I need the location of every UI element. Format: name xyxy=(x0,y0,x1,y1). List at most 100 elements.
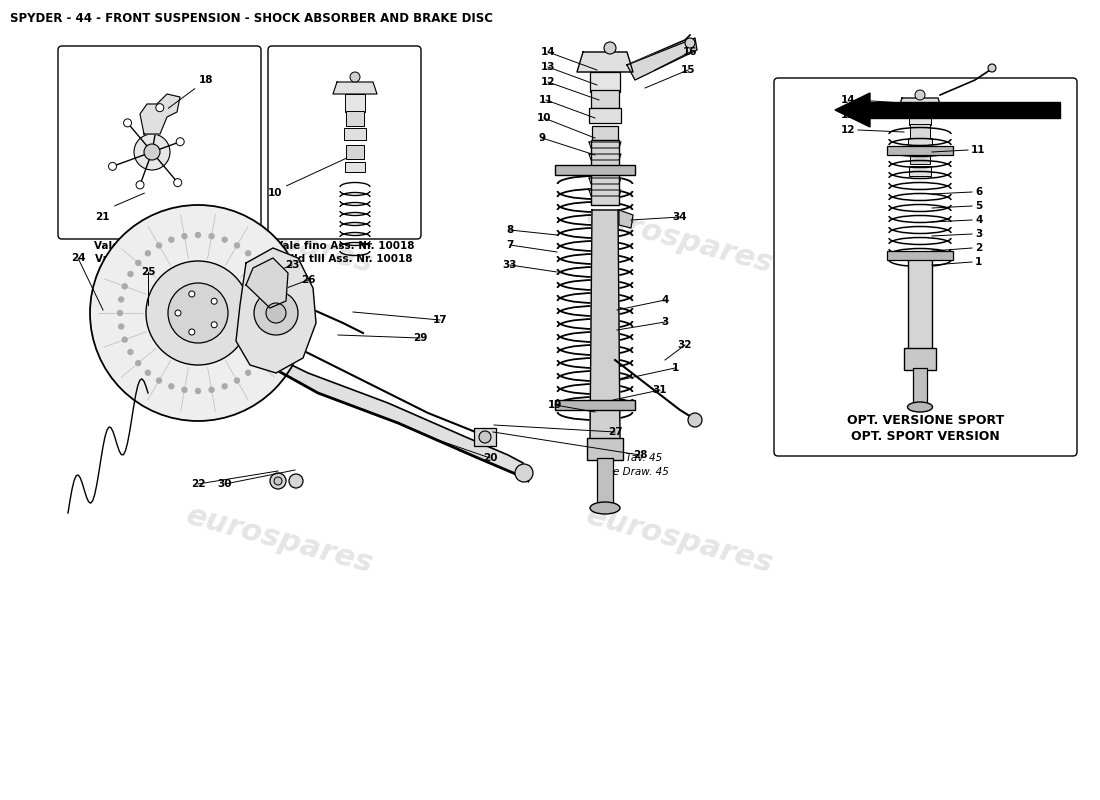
Text: 2: 2 xyxy=(975,243,982,253)
Text: eurospares: eurospares xyxy=(583,201,777,279)
Circle shape xyxy=(134,134,170,170)
Polygon shape xyxy=(588,142,621,148)
Circle shape xyxy=(263,350,268,354)
Circle shape xyxy=(209,387,214,392)
Circle shape xyxy=(274,477,282,485)
Bar xyxy=(910,124,930,138)
Circle shape xyxy=(156,378,162,383)
FancyBboxPatch shape xyxy=(268,46,421,239)
Polygon shape xyxy=(236,248,316,373)
Circle shape xyxy=(122,284,128,289)
Circle shape xyxy=(915,90,925,100)
Circle shape xyxy=(119,297,123,302)
Polygon shape xyxy=(588,154,621,160)
Circle shape xyxy=(988,64,996,72)
Polygon shape xyxy=(246,258,288,308)
Circle shape xyxy=(478,431,491,443)
Text: 9: 9 xyxy=(538,133,546,143)
Bar xyxy=(597,458,613,505)
Circle shape xyxy=(255,260,261,266)
FancyBboxPatch shape xyxy=(774,78,1077,456)
Circle shape xyxy=(123,119,132,127)
Circle shape xyxy=(118,310,122,315)
Circle shape xyxy=(273,324,277,329)
Polygon shape xyxy=(578,52,632,72)
Circle shape xyxy=(90,205,306,421)
Text: 33: 33 xyxy=(503,260,517,270)
Polygon shape xyxy=(333,82,377,94)
Bar xyxy=(904,348,936,370)
Text: 13: 13 xyxy=(541,62,556,72)
Circle shape xyxy=(196,233,200,238)
Text: 18: 18 xyxy=(199,75,213,85)
Bar xyxy=(887,146,953,155)
Circle shape xyxy=(255,361,261,366)
Circle shape xyxy=(209,234,214,238)
Circle shape xyxy=(109,162,117,170)
Text: 14: 14 xyxy=(541,47,556,57)
Text: Valid till Ass. Nr. 6999: Valid till Ass. Nr. 6999 xyxy=(95,254,224,264)
Polygon shape xyxy=(835,93,870,127)
Bar xyxy=(590,72,620,92)
Text: 4: 4 xyxy=(661,295,669,305)
Circle shape xyxy=(135,361,141,366)
Circle shape xyxy=(168,238,174,242)
Bar xyxy=(344,128,366,140)
Text: Vale fino Ass. Nr. 6999: Vale fino Ass. Nr. 6999 xyxy=(94,241,225,251)
Bar xyxy=(591,140,619,205)
Circle shape xyxy=(604,42,616,54)
Circle shape xyxy=(685,38,695,48)
Circle shape xyxy=(515,464,534,482)
Text: 13: 13 xyxy=(840,110,855,120)
Text: 15: 15 xyxy=(681,65,695,75)
Bar xyxy=(346,111,364,126)
Text: 30: 30 xyxy=(218,479,232,489)
Circle shape xyxy=(245,370,251,375)
Ellipse shape xyxy=(908,402,933,412)
Text: 24: 24 xyxy=(70,253,86,263)
Text: 12: 12 xyxy=(840,125,855,135)
Text: 14: 14 xyxy=(840,95,855,105)
Circle shape xyxy=(119,324,123,329)
Circle shape xyxy=(168,283,228,343)
Text: 1: 1 xyxy=(975,257,982,267)
Circle shape xyxy=(254,291,298,335)
Circle shape xyxy=(268,284,274,289)
Text: 3: 3 xyxy=(661,317,669,327)
Text: 16: 16 xyxy=(683,47,697,57)
Text: 23: 23 xyxy=(285,260,299,270)
Text: Valld tlll Ass. Nr. 10018: Valld tlll Ass. Nr. 10018 xyxy=(276,254,412,264)
Circle shape xyxy=(222,384,228,389)
Bar xyxy=(346,145,364,159)
Polygon shape xyxy=(588,178,621,184)
Circle shape xyxy=(266,303,286,323)
Circle shape xyxy=(135,260,141,266)
Circle shape xyxy=(156,104,164,112)
Circle shape xyxy=(144,144,159,160)
Circle shape xyxy=(146,261,250,365)
Text: 25: 25 xyxy=(141,267,155,277)
Circle shape xyxy=(182,387,187,392)
Text: OPT. SPORT VERSION: OPT. SPORT VERSION xyxy=(851,430,1000,442)
Text: 1: 1 xyxy=(671,363,679,373)
Circle shape xyxy=(182,234,187,238)
Circle shape xyxy=(234,378,240,383)
Bar xyxy=(908,258,932,350)
Text: SPYDER - 44 - FRONT SUSPENSION - SHOCK ABSORBER AND BRAKE DISC: SPYDER - 44 - FRONT SUSPENSION - SHOCK A… xyxy=(10,12,493,25)
Circle shape xyxy=(122,337,128,342)
Circle shape xyxy=(145,250,151,256)
Polygon shape xyxy=(588,166,621,172)
Polygon shape xyxy=(870,102,1060,118)
Bar xyxy=(591,90,619,108)
Circle shape xyxy=(176,138,184,146)
Circle shape xyxy=(289,474,302,488)
Text: 31: 31 xyxy=(652,385,668,395)
Circle shape xyxy=(222,238,228,242)
Circle shape xyxy=(270,473,286,489)
Text: 17: 17 xyxy=(432,315,448,325)
Circle shape xyxy=(196,389,200,394)
Text: eurospares: eurospares xyxy=(583,501,777,579)
Text: 10: 10 xyxy=(537,113,551,123)
Text: 22: 22 xyxy=(190,479,206,489)
Circle shape xyxy=(174,178,182,186)
